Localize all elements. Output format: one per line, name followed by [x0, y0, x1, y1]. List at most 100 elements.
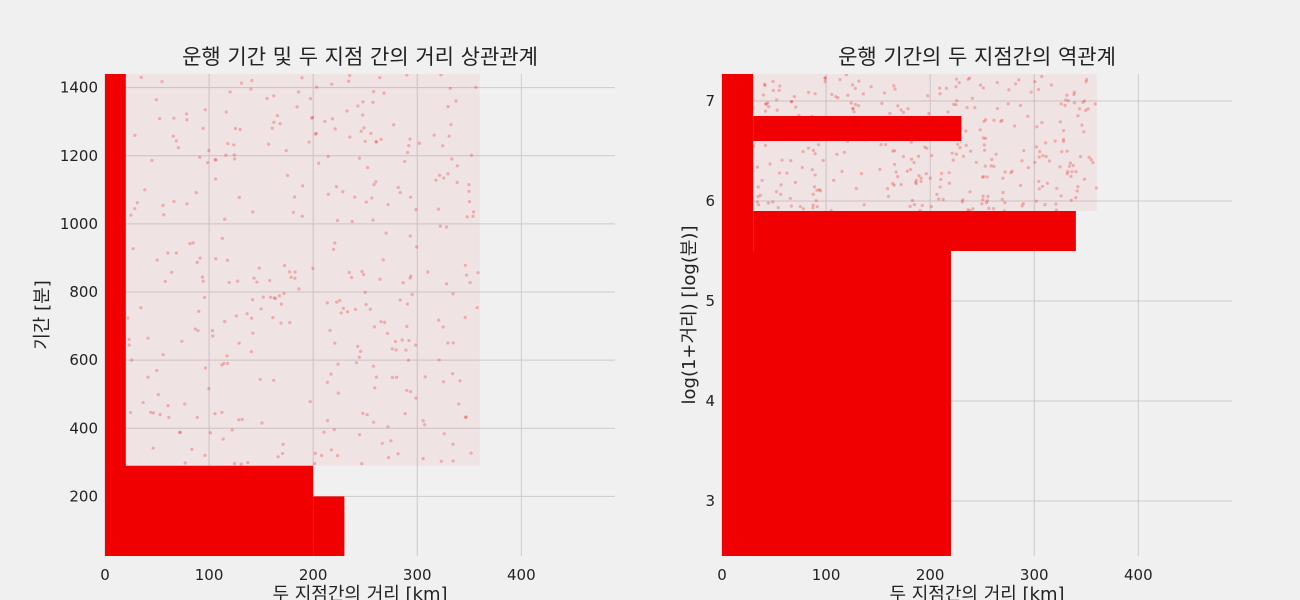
- scatter-point: [322, 430, 326, 434]
- scatter-point: [437, 318, 441, 322]
- scatter-point: [914, 182, 918, 186]
- scatter-point: [882, 91, 887, 95]
- scatter-point: [950, 151, 954, 155]
- scatter-point: [964, 129, 968, 133]
- scatter-point: [349, 275, 354, 280]
- scatter-point: [763, 82, 767, 86]
- scatter-point: [1034, 199, 1038, 203]
- scatter-point: [174, 139, 178, 143]
- scatter-point: [176, 146, 180, 150]
- scatter-point: [755, 200, 759, 204]
- scatter-point: [133, 207, 137, 211]
- scatter-point: [775, 108, 779, 112]
- scatter-point: [893, 149, 897, 153]
- scatter-point: [307, 140, 311, 144]
- scatter-point: [1059, 102, 1063, 106]
- sparse-point-cloud: [753, 74, 1097, 211]
- x-tick-label-2: 200: [299, 566, 328, 584]
- scatter-point: [385, 331, 390, 336]
- scatter-point: [817, 188, 821, 192]
- scatter-point: [764, 102, 768, 106]
- scatter-point: [139, 75, 143, 79]
- scatter-point: [405, 150, 410, 155]
- scatter-point: [213, 177, 218, 181]
- scatter-point: [451, 292, 455, 296]
- scatter-point: [311, 266, 315, 270]
- scatter-point: [849, 101, 853, 105]
- scatter-point: [927, 112, 931, 116]
- scatter-point: [401, 281, 405, 285]
- scatter-point: [789, 204, 793, 208]
- scatter-point: [224, 153, 228, 157]
- scatter-point: [249, 87, 253, 91]
- scatter-point: [338, 298, 342, 303]
- scatter-point: [347, 270, 351, 275]
- scatter-point: [163, 279, 167, 284]
- scatter-point: [1065, 149, 1069, 153]
- scatter-point: [910, 198, 915, 203]
- y-tick-label-2: 5: [705, 292, 715, 310]
- scatter-point: [183, 461, 187, 465]
- scatter-point: [407, 338, 411, 343]
- scatter-point: [901, 154, 906, 159]
- scatter-point: [464, 273, 469, 277]
- scatter-point: [888, 111, 892, 115]
- scatter-point: [1069, 198, 1073, 202]
- scatter-point: [955, 99, 959, 103]
- scatter-point: [151, 411, 155, 415]
- scatter-point: [335, 454, 340, 458]
- scatter-point: [1078, 154, 1083, 159]
- scatter-point: [905, 169, 909, 173]
- scatter-point: [966, 208, 970, 212]
- dense-point-region-3: [753, 116, 962, 141]
- scatter-point: [160, 79, 164, 84]
- scatter-point: [293, 276, 297, 280]
- scatter-point: [789, 159, 793, 163]
- scatter-point: [464, 415, 468, 419]
- scatter-point: [233, 126, 238, 131]
- scatter-point: [964, 143, 968, 147]
- scatter-point: [999, 119, 1003, 123]
- scatter-point: [991, 207, 996, 211]
- scatter-point: [467, 189, 471, 193]
- scatter-point: [1072, 90, 1076, 94]
- scatter-point: [853, 102, 858, 107]
- scatter-point: [330, 82, 334, 86]
- scatter-point: [980, 175, 985, 179]
- scatter-point: [766, 201, 770, 205]
- scatter-point: [362, 126, 366, 130]
- scatter-point: [814, 199, 818, 203]
- scatter-point: [255, 280, 259, 284]
- scatter-point: [1058, 120, 1062, 124]
- scatter-point: [281, 442, 285, 446]
- scatter-point: [438, 173, 442, 177]
- scatter-point: [203, 453, 207, 458]
- scatter-point: [334, 185, 339, 189]
- scatter-point: [432, 133, 436, 137]
- scatter-point: [908, 204, 912, 209]
- scatter-point: [167, 415, 171, 419]
- scatter-point: [180, 339, 184, 343]
- scatter-point: [458, 379, 462, 383]
- scatter-point: [777, 88, 781, 92]
- scatter-point: [310, 115, 315, 119]
- scatter-point: [146, 375, 150, 379]
- scatter-point: [155, 368, 159, 373]
- scatter-point: [1060, 150, 1064, 154]
- scatter-point: [250, 78, 254, 83]
- scatter-point: [476, 271, 480, 275]
- scatter-point: [1082, 99, 1087, 103]
- scatter-point: [928, 176, 932, 180]
- scatter-point: [947, 171, 951, 175]
- scatter-point: [901, 110, 906, 114]
- scatter-point: [127, 337, 131, 341]
- scatter-point: [967, 76, 972, 80]
- scatter-point: [1018, 183, 1023, 188]
- scatter-point: [260, 421, 264, 425]
- scatter-point: [414, 343, 418, 347]
- scatter-point: [272, 378, 276, 382]
- scatter-point: [823, 76, 827, 80]
- scatter-point: [220, 236, 224, 240]
- x-tick-label-3: 300: [1020, 566, 1049, 584]
- scatter-point: [403, 412, 407, 416]
